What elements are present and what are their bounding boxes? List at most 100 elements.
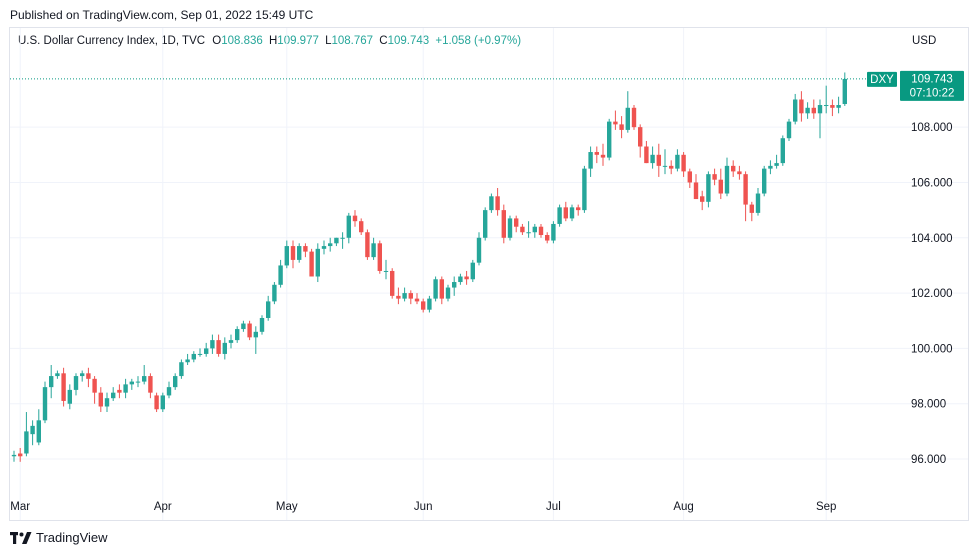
candle: [421, 298, 426, 313]
candle: [377, 240, 382, 274]
candle-body: [235, 329, 240, 341]
candle-body: [173, 376, 178, 388]
legend-change: +1.058 (+0.97%): [435, 35, 522, 47]
candle-body: [495, 196, 500, 211]
candle: [526, 221, 531, 238]
chart-legend: U.S. Dollar Currency Index, 1D, TVC O108…: [18, 35, 524, 47]
candle-body: [669, 165, 674, 169]
x-tick-label: Mar: [10, 501, 30, 513]
x-tick-label: Apr: [154, 501, 172, 513]
candle: [142, 365, 147, 385]
candle: [235, 326, 240, 343]
candle: [489, 193, 494, 213]
candle-body: [303, 246, 308, 252]
candle: [799, 91, 804, 122]
candle-body: [538, 226, 544, 236]
candle-body: [755, 193, 761, 213]
legend-high-label: H: [268, 35, 278, 47]
candle: [811, 99, 816, 119]
candle-body: [780, 138, 785, 164]
candle-body: [557, 207, 562, 224]
candle: [55, 370, 60, 379]
candle-body: [179, 362, 184, 377]
candle: [321, 240, 327, 255]
candle-body: [278, 265, 283, 285]
candle-body: [563, 207, 568, 219]
candle-body: [656, 154, 661, 166]
candle: [228, 334, 234, 349]
candle-body: [216, 340, 221, 354]
candle-body: [805, 107, 810, 114]
candle: [768, 160, 773, 175]
candle: [328, 237, 333, 252]
candle: [582, 165, 587, 213]
candle-body: [427, 298, 432, 310]
candle: [160, 392, 165, 413]
candle: [61, 367, 66, 407]
candle-body: [464, 276, 469, 280]
candle-body: [383, 270, 389, 272]
candle: [737, 165, 742, 180]
candle: [594, 146, 599, 164]
tradingview-logo-icon: [10, 531, 32, 544]
candle: [129, 378, 134, 390]
candle: [92, 376, 97, 404]
tradingview-logo[interactable]: TradingView: [10, 530, 108, 545]
candle: [532, 223, 537, 238]
legend-close-label: C: [379, 35, 388, 47]
candle-body: [687, 171, 692, 183]
legend-open-value: 108.836: [221, 35, 263, 47]
candle-body: [346, 215, 351, 238]
price-tags: DXY 109.743 07:10:22: [867, 70, 964, 101]
candle: [842, 72, 847, 106]
candle-body: [582, 168, 587, 211]
candle-body: [55, 373, 60, 377]
candle-body: [297, 246, 302, 260]
candle-body: [489, 196, 494, 211]
candle-body: [197, 353, 203, 355]
candle: [439, 276, 444, 305]
candle: [805, 102, 810, 119]
candle-body: [718, 179, 723, 194]
candle: [675, 149, 680, 172]
candle: [662, 149, 668, 175]
candle: [687, 168, 692, 188]
candle-body: [104, 398, 110, 407]
candle: [458, 273, 463, 285]
candle-body: [135, 381, 141, 383]
candle: [786, 118, 792, 141]
candle: [693, 174, 699, 200]
candle: [452, 276, 457, 296]
bar-countdown: 07:10:22: [910, 87, 955, 99]
candle-body: [675, 154, 680, 169]
candle-body: [631, 107, 637, 128]
candle-body: [210, 340, 215, 349]
legend-high-value: 109.977: [277, 35, 319, 47]
candle: [408, 290, 413, 305]
candle-body: [607, 121, 612, 158]
candle-body: [49, 376, 54, 388]
legend-close-value: 109.743: [387, 35, 430, 47]
candle-body: [681, 154, 686, 172]
candle: [297, 243, 302, 263]
candle-body: [148, 376, 153, 393]
candle: [638, 124, 643, 158]
candle: [104, 392, 110, 413]
candle: [247, 320, 252, 341]
candle: [569, 204, 575, 222]
candle: [86, 367, 91, 388]
candle: [42, 381, 48, 424]
candle-body: [365, 232, 370, 258]
candle: [514, 215, 519, 233]
candle: [793, 93, 798, 125]
candle: [588, 146, 593, 177]
candle: [315, 243, 320, 283]
candle: [780, 135, 785, 166]
candle-body: [817, 105, 823, 114]
candle: [272, 282, 277, 305]
candle-body: [507, 218, 513, 238]
candle-body: [452, 282, 457, 288]
candle-body: [476, 237, 482, 263]
last-price-tag: [900, 70, 964, 101]
